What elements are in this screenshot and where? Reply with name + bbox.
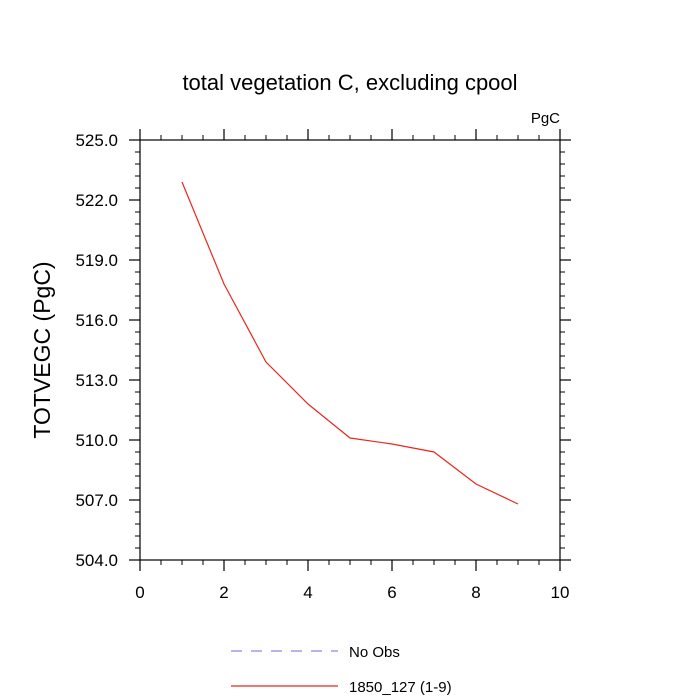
legend-label: No Obs bbox=[349, 644, 400, 661]
series-line bbox=[181, 181, 519, 505]
y-tick-label: 525.0 bbox=[75, 131, 118, 150]
x-axis: 0 2 4 6 8 10 bbox=[135, 129, 569, 602]
y-axis: 504.0 507.0 510.0 513.0 516.0 519.0 522.0 525.0 bbox=[75, 131, 571, 570]
plot-border bbox=[139, 139, 561, 561]
y-tick-label: 522.0 bbox=[75, 191, 118, 210]
y-tick-label: 519.0 bbox=[75, 251, 118, 270]
y-tick-label: 513.0 bbox=[75, 371, 118, 390]
series-layer bbox=[181, 181, 519, 505]
y-tick-label: 507.0 bbox=[75, 491, 118, 510]
units-label: PgC bbox=[531, 110, 560, 127]
x-tick-label: 6 bbox=[387, 583, 396, 602]
x-tick-label: 4 bbox=[303, 583, 312, 602]
plot-frame bbox=[139, 139, 561, 561]
legend: No Obs 1850_127 (1-9) bbox=[231, 644, 452, 696]
legend-label: 1850_127 (1-9) bbox=[349, 679, 452, 696]
x-tick-label: 0 bbox=[135, 583, 144, 602]
y-tick-label: 510.0 bbox=[75, 431, 118, 450]
x-tick-label: 2 bbox=[219, 583, 228, 602]
y-tick-label: 516.0 bbox=[75, 311, 118, 330]
x-tick-label: 8 bbox=[471, 583, 480, 602]
chart-title: total vegetation C, excluding cpool bbox=[182, 70, 517, 95]
y-axis-title: TOTVEGC (PgC) bbox=[29, 261, 55, 438]
y-tick-label: 504.0 bbox=[75, 551, 118, 570]
x-tick-label: 10 bbox=[551, 583, 570, 602]
